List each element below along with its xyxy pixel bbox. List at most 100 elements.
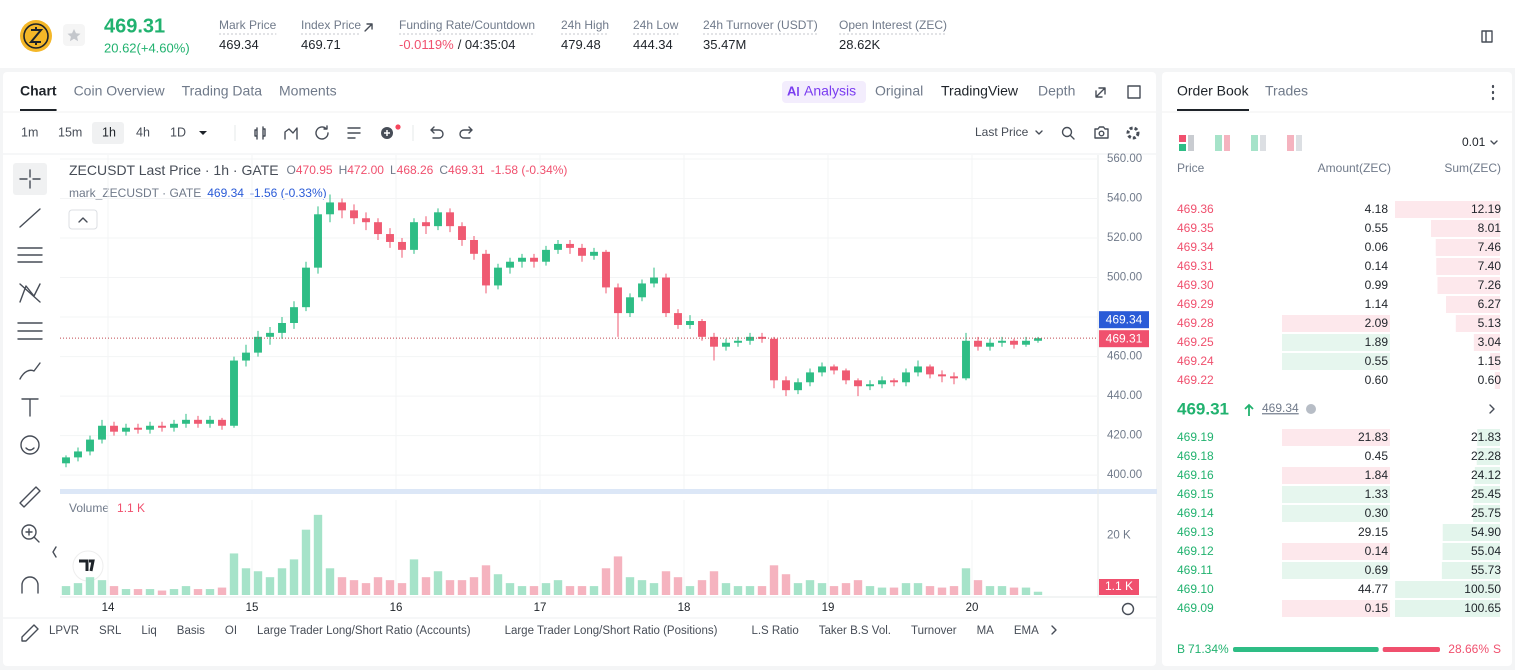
ob-amount: 0.15 bbox=[1365, 601, 1389, 615]
ob-price[interactable]: 469.18 bbox=[1177, 449, 1214, 463]
ob-price[interactable]: 469.12 bbox=[1177, 544, 1214, 558]
interval-dropdown[interactable] bbox=[199, 131, 207, 135]
candle-body bbox=[986, 342, 994, 347]
ob-layout-icons[interactable] bbox=[1179, 135, 1302, 151]
ob-price[interactable]: 469.14 bbox=[1177, 506, 1214, 520]
view-tab[interactable]: TradingView bbox=[941, 83, 1019, 99]
indicator[interactable]: OI bbox=[225, 625, 237, 637]
ob-amount: 1.84 bbox=[1365, 468, 1389, 482]
view-tab[interactable]: Original bbox=[875, 83, 923, 99]
ob-price[interactable]: 469.31 bbox=[1177, 259, 1214, 273]
brush-tool[interactable] bbox=[19, 362, 41, 380]
ob-price[interactable]: 469.09 bbox=[1177, 601, 1214, 615]
interval[interactable]: 15m bbox=[58, 125, 82, 139]
indicator[interactable]: Large Trader Long/Short Ratio (Accounts) bbox=[257, 625, 471, 637]
redo-icon[interactable] bbox=[459, 126, 473, 139]
ob-price[interactable]: 469.13 bbox=[1177, 525, 1214, 539]
settings-icon[interactable] bbox=[1126, 126, 1140, 140]
ob-mid-more[interactable] bbox=[1489, 404, 1495, 414]
camera-icon[interactable] bbox=[1094, 126, 1109, 139]
indicator[interactable]: L.S Ratio bbox=[751, 625, 798, 637]
ob-price[interactable]: 469.25 bbox=[1177, 335, 1214, 349]
chart-tab[interactable]: Moments bbox=[279, 83, 337, 99]
ob-tab[interactable]: Order Book bbox=[1177, 83, 1250, 99]
ob-price[interactable]: 469.30 bbox=[1177, 278, 1214, 292]
pattern-tool[interactable] bbox=[19, 283, 41, 303]
indicator[interactable]: SRL bbox=[99, 625, 122, 637]
collapse-legend[interactable] bbox=[68, 209, 98, 230]
indicator[interactable]: Turnover bbox=[911, 625, 957, 637]
stat-label: Index Price bbox=[301, 18, 361, 32]
candle-body bbox=[458, 226, 466, 240]
indicator[interactable]: Basis bbox=[177, 625, 205, 637]
ob-price[interactable]: 469.24 bbox=[1177, 354, 1214, 368]
depth-bar bbox=[1442, 524, 1500, 541]
ob-price[interactable]: 469.16 bbox=[1177, 468, 1214, 482]
ob-price[interactable]: 469.19 bbox=[1177, 430, 1214, 444]
legend-title: ZECUSDT Last Price · 1h · GATE bbox=[69, 162, 279, 178]
interval[interactable]: 1h bbox=[102, 125, 116, 139]
trend-line-tool[interactable] bbox=[19, 208, 41, 228]
refresh-icon[interactable] bbox=[315, 125, 329, 140]
chart-tab[interactable]: Coin Overview bbox=[74, 83, 166, 99]
price-source[interactable]: Last Price bbox=[975, 125, 1029, 139]
candle-body bbox=[1022, 340, 1030, 345]
channel-tool[interactable] bbox=[17, 247, 43, 263]
depth-bar bbox=[1473, 486, 1500, 503]
chart-tab[interactable]: Chart bbox=[20, 83, 57, 99]
window-icon[interactable] bbox=[1127, 85, 1141, 99]
view-tab[interactable]: Depth bbox=[1038, 83, 1075, 99]
ai-icon: A bbox=[787, 83, 797, 98]
header-menu-icon[interactable] bbox=[1481, 30, 1493, 43]
stat-label: Open Interest (ZEC) bbox=[839, 18, 947, 32]
axis-settings[interactable] bbox=[1121, 602, 1135, 616]
volume-bar bbox=[613, 556, 623, 595]
ob-price[interactable]: 469.36 bbox=[1177, 202, 1214, 216]
interval[interactable]: 1m bbox=[21, 125, 38, 139]
ob-price[interactable]: 469.11 bbox=[1177, 563, 1213, 577]
ob-tab[interactable]: Trades bbox=[1265, 83, 1308, 99]
tick-size[interactable]: 0.01 bbox=[1462, 135, 1486, 149]
fib-tool[interactable] bbox=[17, 322, 43, 340]
volume-bar bbox=[565, 586, 575, 595]
ob-price[interactable]: 469.35 bbox=[1177, 221, 1214, 235]
ob-sum: 55.04 bbox=[1471, 544, 1501, 558]
candle-body bbox=[326, 202, 334, 215]
text-tool[interactable] bbox=[21, 398, 39, 417]
indicator-more[interactable] bbox=[1051, 625, 1057, 635]
volume-bar bbox=[457, 580, 467, 595]
candle-type-icon[interactable] bbox=[254, 126, 266, 140]
indicator[interactable]: Liq bbox=[141, 625, 156, 637]
edit-tool[interactable] bbox=[21, 624, 39, 642]
interval[interactable]: 1D bbox=[170, 125, 186, 139]
search-icon[interactable] bbox=[1061, 126, 1073, 138]
chart-tab[interactable]: Trading Data bbox=[182, 83, 263, 99]
indicator[interactable]: MA bbox=[977, 625, 995, 637]
view-tab[interactable]: Analysis bbox=[804, 83, 856, 99]
indicator-icon[interactable] bbox=[284, 127, 298, 140]
crosshair-tool[interactable] bbox=[19, 169, 41, 189]
ob-price[interactable]: 469.15 bbox=[1177, 487, 1214, 501]
tick-dropdown[interactable] bbox=[1490, 140, 1498, 145]
ruler-tool[interactable] bbox=[19, 486, 41, 508]
ob-price[interactable]: 469.22 bbox=[1177, 373, 1214, 387]
ob-price[interactable]: 469.10 bbox=[1177, 582, 1214, 596]
interval[interactable]: 4h bbox=[136, 125, 150, 139]
candle-body bbox=[950, 376, 958, 379]
ob-price[interactable]: 469.34 bbox=[1177, 240, 1214, 254]
indicator[interactable]: Taker B.S Vol. bbox=[819, 625, 891, 637]
volume-bar bbox=[889, 587, 899, 595]
indicator[interactable]: EMA bbox=[1014, 625, 1039, 637]
emoji-tool[interactable] bbox=[20, 435, 40, 455]
ob-price[interactable]: 469.29 bbox=[1177, 297, 1214, 311]
ob-price[interactable]: 469.28 bbox=[1177, 316, 1214, 330]
candle-body bbox=[734, 340, 742, 343]
indicator[interactable]: Large Trader Long/Short Ratio (Positions… bbox=[505, 625, 718, 637]
undo-icon[interactable] bbox=[430, 126, 444, 139]
magnet-tool[interactable] bbox=[21, 576, 39, 594]
template-icon[interactable] bbox=[347, 127, 361, 139]
zoom-tool[interactable] bbox=[21, 524, 37, 540]
fullscreen-icon[interactable] bbox=[1095, 87, 1106, 98]
collapse-tools[interactable] bbox=[52, 546, 57, 558]
indicator[interactable]: LPVR bbox=[49, 625, 79, 637]
